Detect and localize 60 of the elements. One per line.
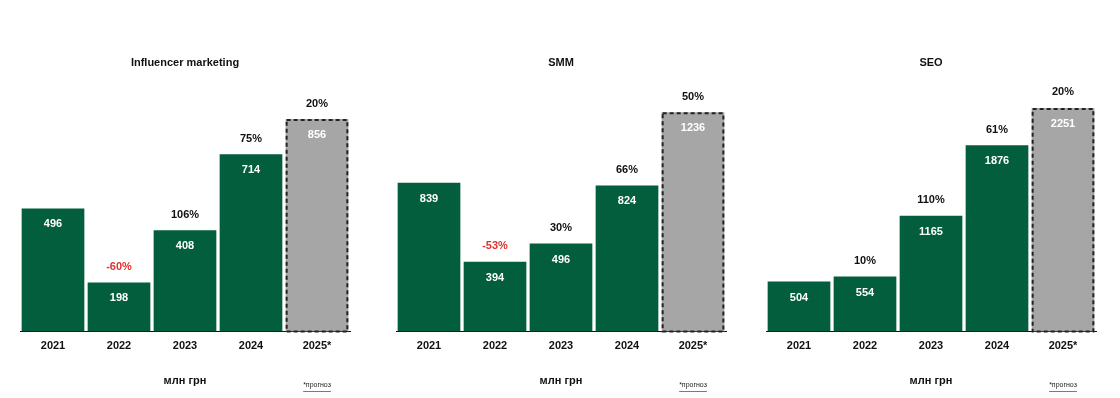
bar <box>833 276 897 332</box>
annotation: 61% <box>985 122 1009 135</box>
data-label: 2251 <box>1050 116 1076 129</box>
data-label: 1236 <box>680 121 706 134</box>
chart-title: Influencer marketing <box>130 55 240 68</box>
x-axis-title: млн грн <box>539 374 583 387</box>
bar <box>219 154 283 332</box>
data-label: 714 <box>241 163 262 176</box>
annotation: 106% <box>170 207 200 220</box>
data-label: 496 <box>43 217 63 230</box>
bar <box>899 215 963 332</box>
bar <box>965 145 1029 332</box>
x-tick-label: 2022 <box>106 339 132 352</box>
data-label: 504 <box>789 290 810 303</box>
bar <box>463 261 527 332</box>
x-tick-label: 2024 <box>238 339 265 352</box>
data-label: 554 <box>855 285 876 298</box>
bar <box>767 281 831 332</box>
annotation: 110% <box>917 193 945 206</box>
annotation: 30% <box>549 221 573 234</box>
x-tick-label: 2024 <box>614 339 641 352</box>
data-label: 496 <box>551 252 571 265</box>
annotation: 10% <box>853 254 877 267</box>
x-tick-label: 2021 <box>416 339 442 352</box>
x-tick-label: 2022 <box>482 339 508 352</box>
annotation: 75% <box>239 131 263 144</box>
chart-title: SEO <box>919 55 944 68</box>
x-axis-title: млн грн <box>163 374 207 387</box>
data-label: 408 <box>175 239 195 252</box>
x-axis-title: млн грн <box>909 374 953 387</box>
data-label: 198 <box>109 291 129 304</box>
x-tick-label: 2025* <box>1048 339 1079 352</box>
annotation: -53% <box>482 239 509 252</box>
bar <box>595 185 659 332</box>
x-tick-label: 2021 <box>40 339 66 352</box>
bar <box>21 208 85 332</box>
x-tick-label: 2021 <box>786 339 812 352</box>
x-tick-label: 2022 <box>852 339 878 352</box>
bar <box>529 243 593 332</box>
x-tick-label: 2025* <box>678 339 709 352</box>
annotation: 66% <box>615 162 639 175</box>
bar <box>153 230 217 332</box>
annotation: 20% <box>1051 85 1075 98</box>
data-label: 1165 <box>919 224 943 237</box>
data-label: 1876 <box>984 154 1010 167</box>
x-tick-label: 2024 <box>984 339 1011 352</box>
bar <box>87 282 151 332</box>
x-tick-label: 2023 <box>548 339 574 352</box>
x-tick-label: 2025* <box>302 339 333 352</box>
annotation: -60% <box>106 259 133 272</box>
annotation: 50% <box>681 89 705 102</box>
x-tick-label: 2023 <box>172 339 198 352</box>
data-label: 839 <box>419 191 439 204</box>
data-label: 824 <box>617 194 638 207</box>
x-tick-label: 2023 <box>918 339 944 352</box>
chart-title: SMM <box>548 55 574 68</box>
annotation: 20% <box>305 96 329 109</box>
data-label: 394 <box>485 270 506 283</box>
bar <box>397 182 461 332</box>
data-label: 856 <box>307 128 327 140</box>
